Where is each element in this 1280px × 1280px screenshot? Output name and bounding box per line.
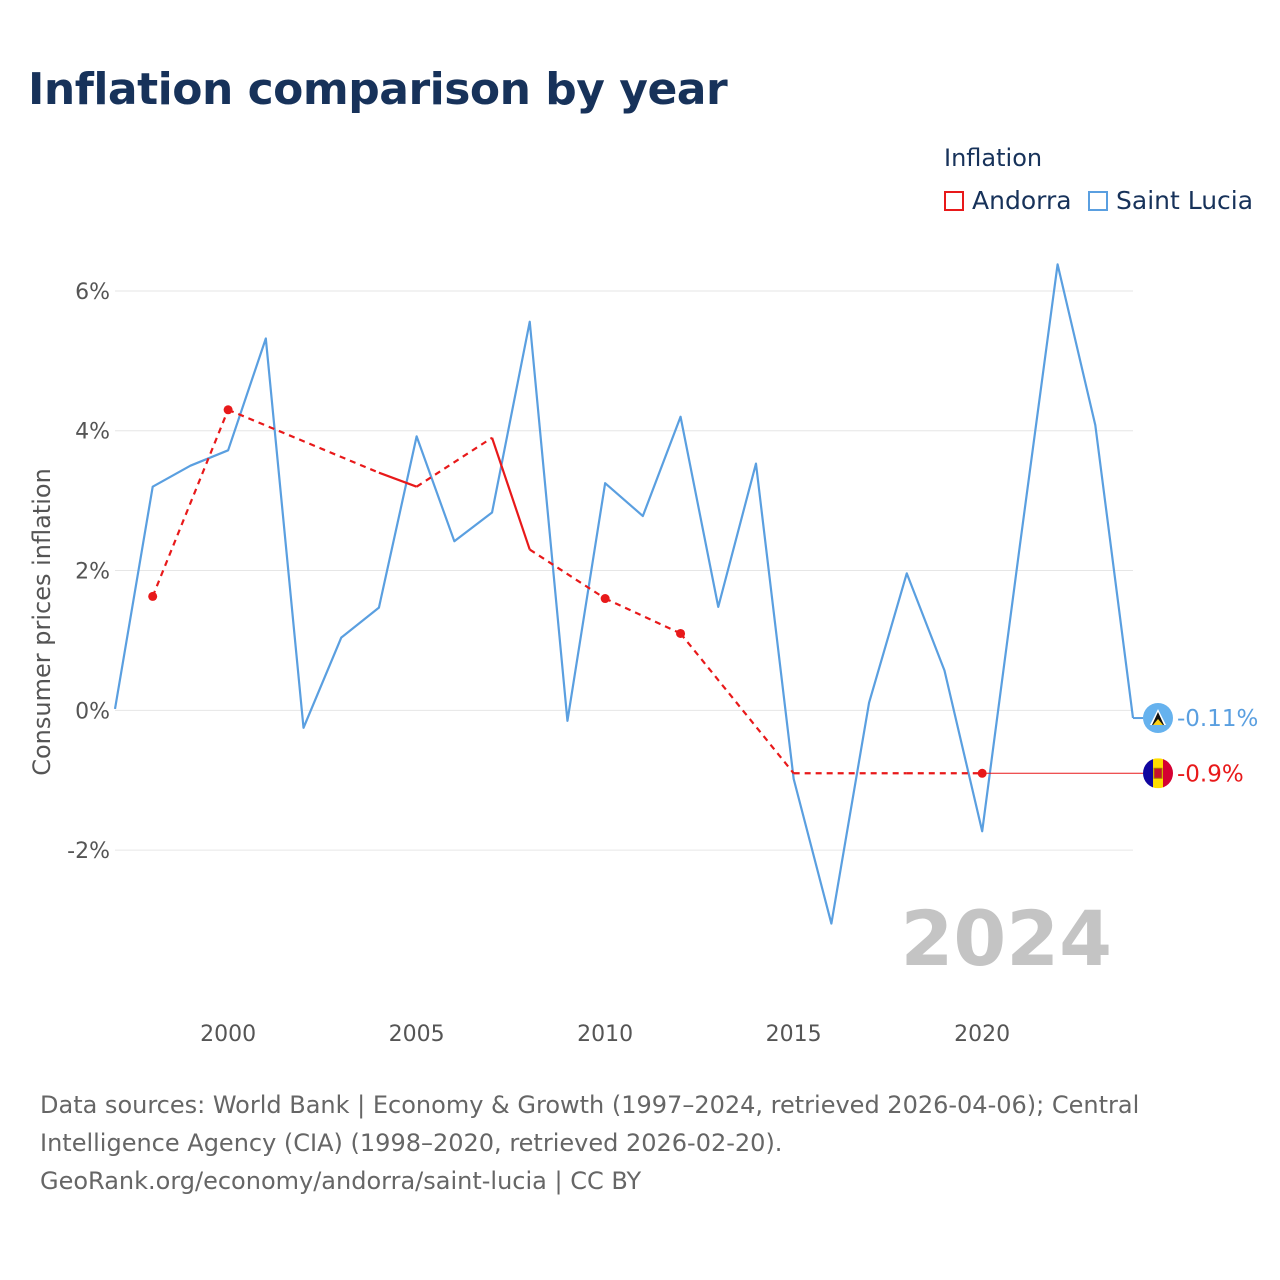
end-value-andorra: -0.9% (1177, 761, 1244, 787)
data-point-saint-lucia (603, 481, 607, 485)
data-point-saint-lucia (415, 434, 419, 438)
source-line-2[interactable]: GeoRank.org/economy/andorra/saint-lucia … (40, 1167, 642, 1195)
x-axis-ticks: 2000 2005 2010 2015 2020 (200, 1022, 1010, 1047)
data-point-saint-lucia (1093, 423, 1097, 427)
data-point-saint-lucia (151, 485, 155, 489)
series-segment-andorra (227, 408, 380, 474)
series-segment-andorra (378, 471, 418, 488)
x-tick-label: 2000 (200, 1022, 256, 1047)
end-markers: -0.11% -0.9% (1133, 703, 1258, 789)
series-segment-andorra (529, 548, 606, 600)
legend-label-saint-lucia: Saint Lucia (1116, 186, 1254, 215)
x-tick-label: 2010 (577, 1022, 633, 1047)
series-segment-andorra (151, 409, 230, 597)
legend-swatch-saint-lucia (1088, 190, 1108, 211)
series-segment-andorra (604, 597, 682, 635)
data-point-saint-lucia (641, 514, 645, 518)
chart-title: Inflation comparison by year (28, 64, 728, 115)
data-point-saint-lucia (264, 336, 268, 340)
data-point-saint-lucia (980, 829, 984, 833)
series-andorra (148, 405, 1143, 778)
end-value-saint-lucia: -0.11% (1177, 706, 1258, 732)
data-point-saint-lucia (942, 669, 946, 673)
y-axis-ticks: 6% 4% 2% 0% -2% (67, 280, 110, 864)
series-segment-andorra (490, 437, 531, 550)
flag-saint-lucia-inner (1152, 712, 1164, 726)
data-point-saint-lucia (226, 448, 230, 452)
data-point-saint-lucia (716, 605, 720, 609)
data-point-saint-lucia (528, 320, 532, 324)
data-point-andorra (148, 591, 158, 601)
data-point-saint-lucia (339, 636, 343, 640)
data-point-saint-lucia (565, 719, 569, 723)
y-tick-label: 0% (75, 699, 110, 724)
legend-item-saint-lucia[interactable]: Saint Lucia (1088, 186, 1253, 215)
data-source-note: Data sources: World Bank | Economy & Gro… (40, 1086, 1240, 1200)
series-segment-andorra (679, 632, 795, 774)
data-point-saint-lucia (377, 606, 381, 610)
flag-andorra-blue (1143, 758, 1153, 789)
data-point-saint-lucia (113, 707, 117, 711)
y-tick-label: 6% (75, 280, 110, 305)
flag-andorra-coat (1153, 767, 1163, 779)
data-point-andorra (600, 594, 610, 604)
data-point-andorra (223, 405, 233, 415)
data-point-saint-lucia (1018, 543, 1022, 547)
data-point-saint-lucia (452, 539, 456, 543)
flag-andorra-red (1163, 758, 1173, 789)
y-tick-label: 4% (75, 420, 110, 445)
data-point-saint-lucia (754, 462, 758, 466)
y-axis-label: Consumer prices inflation (28, 468, 56, 776)
series-saint-lucia (113, 262, 1135, 926)
x-tick-label: 2005 (389, 1022, 445, 1047)
data-point-saint-lucia (1056, 262, 1060, 266)
data-point-saint-lucia (490, 511, 494, 515)
data-point-saint-lucia (867, 701, 871, 705)
x-tick-label: 2020 (954, 1022, 1010, 1047)
source-line-1: Data sources: World Bank | Economy & Gro… (40, 1091, 1140, 1157)
legend-swatch-andorra (944, 190, 964, 211)
data-point-saint-lucia (679, 415, 683, 419)
series-line-saint-lucia (113, 263, 1135, 925)
series-segment-andorra (416, 436, 493, 488)
flag-saint-lucia-gold (1153, 719, 1163, 726)
y-tick-label: 2% (75, 560, 110, 585)
data-point-saint-lucia (829, 922, 833, 926)
flag-andorra-icon (1143, 758, 1173, 789)
grid (115, 290, 1133, 851)
line-chart: Consumer prices inflation 6% 4% 2% 0% -2% 20… (28, 262, 1258, 1047)
legend-item-andorra[interactable]: Andorra (944, 186, 1072, 215)
y-tick-label: -2% (67, 839, 110, 864)
data-point-andorra (676, 628, 686, 638)
legend-title: Inflation (944, 144, 1043, 172)
x-tick-label: 2015 (766, 1022, 822, 1047)
data-point-saint-lucia (302, 726, 306, 730)
data-point-saint-lucia (905, 571, 909, 575)
data-point-saint-lucia (188, 464, 192, 468)
year-watermark: 2024 (900, 894, 1112, 983)
data-point-saint-lucia (792, 777, 796, 781)
legend-label-andorra: Andorra (972, 186, 1072, 215)
